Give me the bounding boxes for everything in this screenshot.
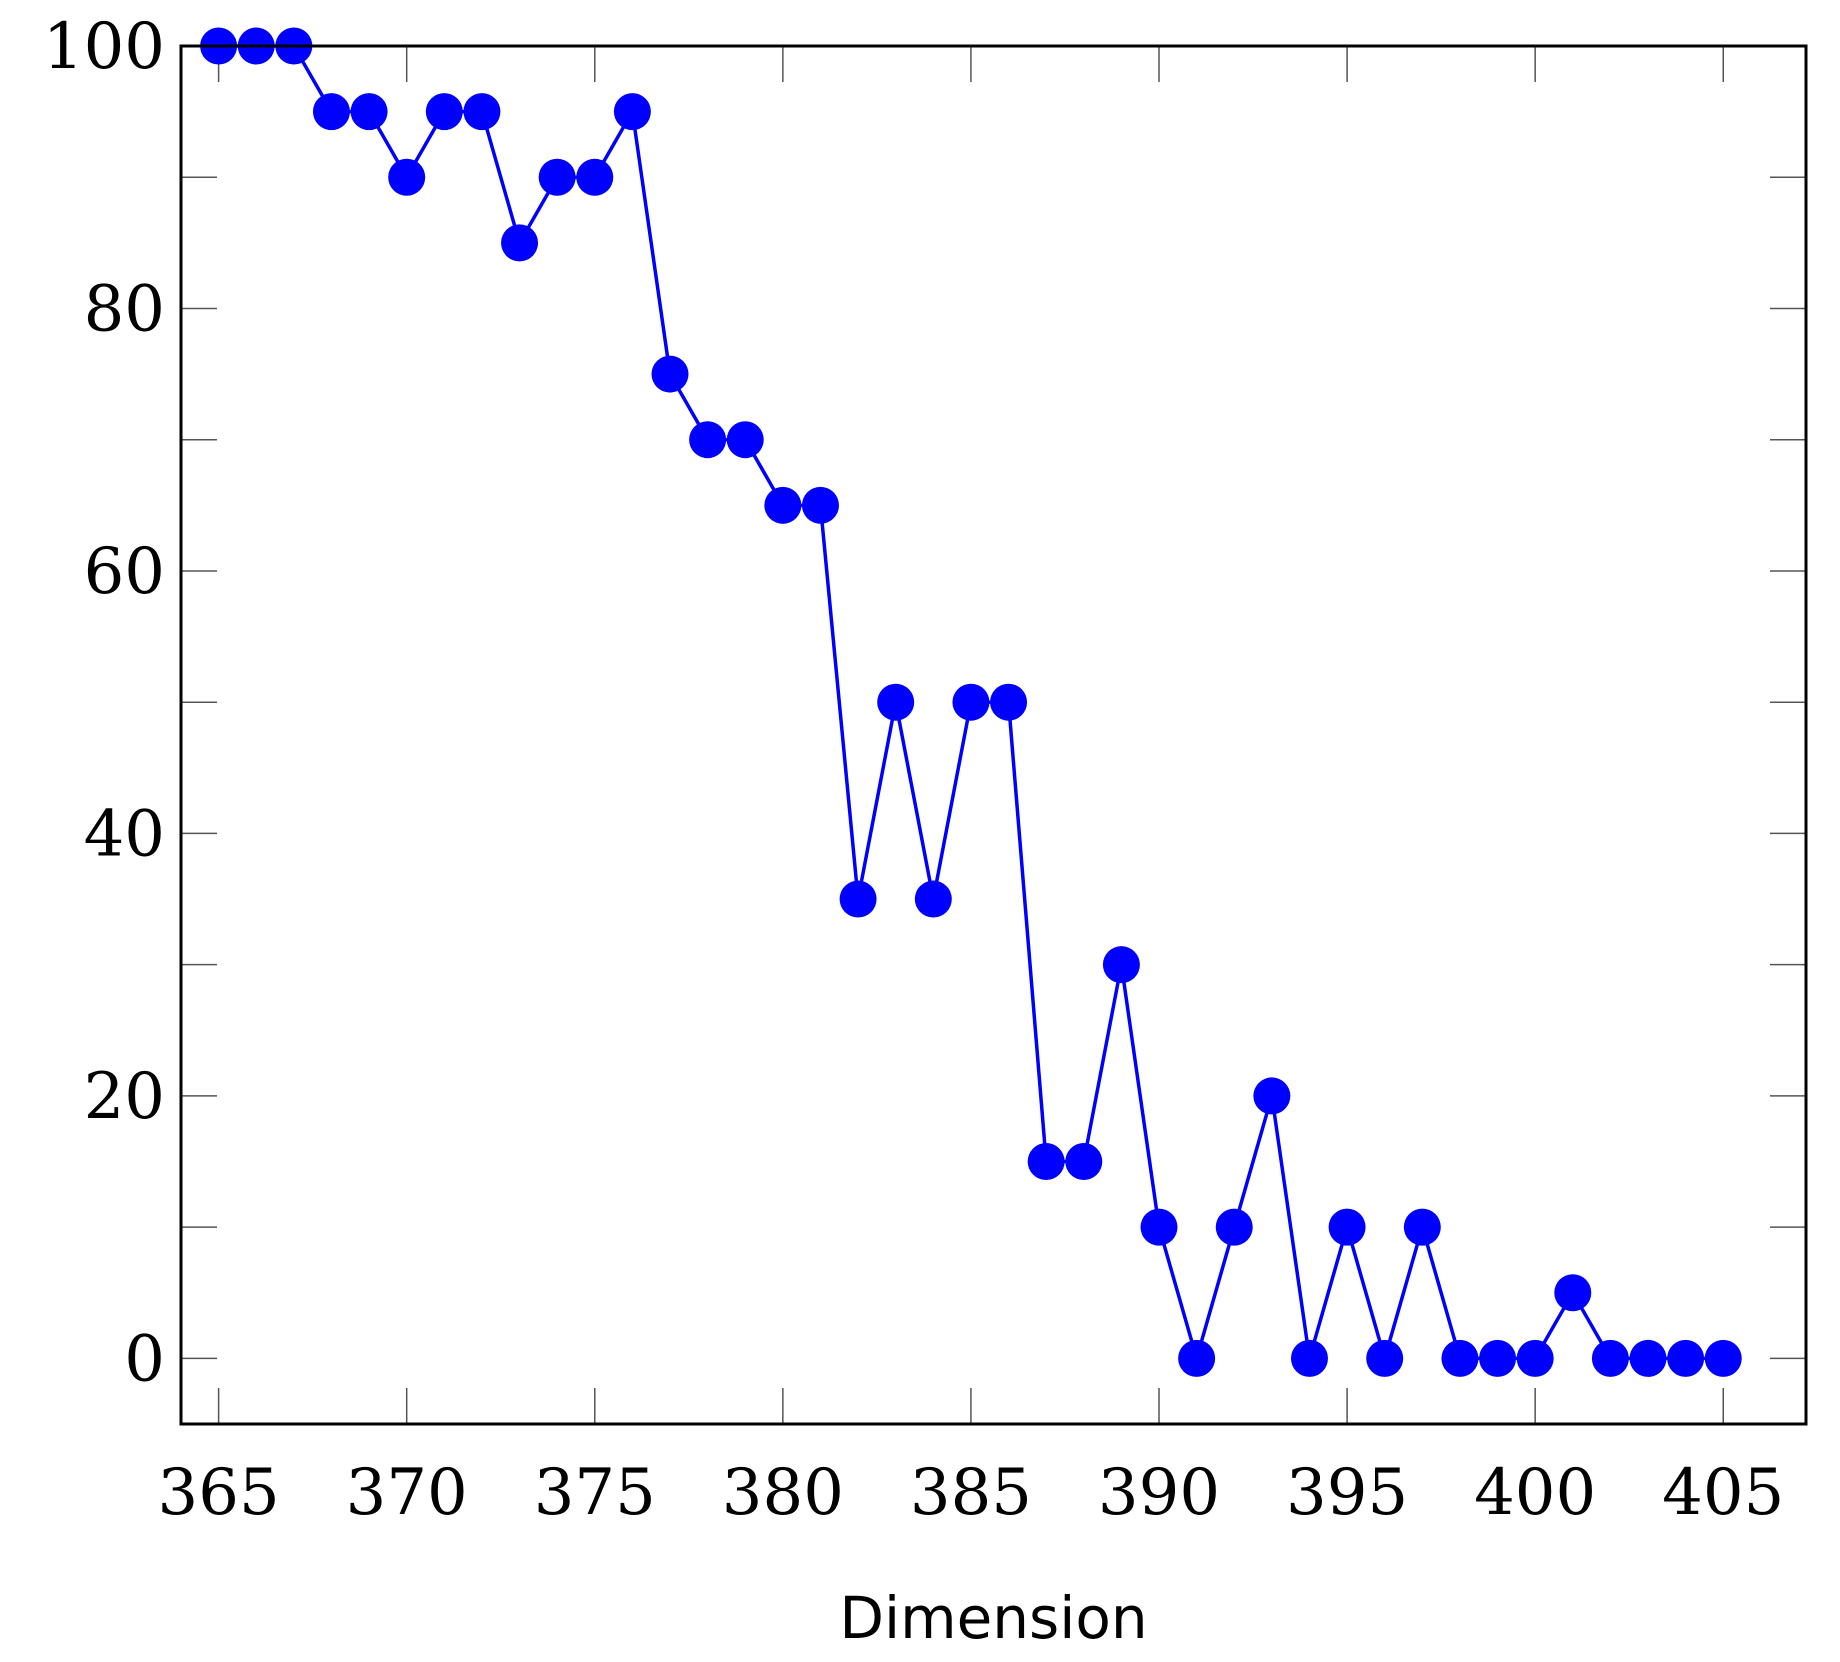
x-tick-label: 370: [346, 1456, 468, 1530]
x-tick-label: 365: [158, 1456, 280, 1530]
data-point: [501, 224, 539, 262]
data-point: [1102, 946, 1140, 984]
y-tick-label: 0: [124, 1322, 165, 1396]
y-tick-label: 20: [84, 1060, 165, 1134]
data-point: [952, 683, 990, 721]
data-point: [1178, 1339, 1216, 1377]
data-point: [1366, 1339, 1404, 1377]
data-point: [576, 158, 614, 196]
y-tick-label: 40: [84, 797, 165, 871]
data-point: [463, 93, 501, 131]
x-tick-label: 405: [1662, 1456, 1784, 1530]
data-point: [1479, 1339, 1517, 1377]
data-point: [1403, 1208, 1441, 1246]
data-point: [914, 880, 952, 918]
x-axis-title: Dimension: [839, 1584, 1147, 1652]
data-point: [425, 93, 463, 131]
x-tick-label: 375: [534, 1456, 656, 1530]
data-point: [1554, 1274, 1592, 1312]
data-point: [801, 486, 839, 524]
x-tick-label: 395: [1286, 1456, 1408, 1530]
data-point: [1704, 1339, 1742, 1377]
data-point: [350, 93, 388, 131]
data-point: [1253, 1077, 1291, 1115]
data-point: [1027, 1143, 1065, 1181]
data-point: [613, 93, 651, 131]
y-tick-label: 80: [84, 272, 165, 346]
data-point: [689, 421, 727, 459]
data-point: [1441, 1339, 1479, 1377]
series-layer: [200, 27, 1742, 1377]
data-point: [1328, 1208, 1366, 1246]
data-point: [839, 880, 877, 918]
tick-labels: 365 370 375 380 385 390 395 400 405 0 20 40 60 80 100: [43, 10, 1784, 1530]
data-point: [1629, 1339, 1667, 1377]
data-point: [538, 158, 576, 196]
data-point: [1140, 1208, 1178, 1246]
data-point: [651, 355, 689, 393]
data-point: [1065, 1143, 1103, 1181]
plot-frame: [179, 44, 1808, 1426]
data-point: [877, 683, 915, 721]
data-point: [990, 683, 1028, 721]
tick-marks: [181, 45, 1806, 1424]
x-tick-label: 380: [722, 1456, 844, 1530]
data-point: [764, 486, 802, 524]
data-point: [1290, 1339, 1328, 1377]
data-point: [1516, 1339, 1554, 1377]
data-point: [312, 93, 350, 131]
y-tick-label: 100: [43, 10, 165, 84]
data-point: [1591, 1339, 1629, 1377]
data-point: [1215, 1208, 1253, 1246]
data-point: [388, 158, 426, 196]
data-point: [726, 421, 764, 459]
y-tick-label: 60: [84, 535, 165, 609]
data-point: [1667, 1339, 1705, 1377]
x-tick-label: 400: [1474, 1456, 1596, 1530]
x-tick-label: 385: [910, 1456, 1032, 1530]
x-tick-label: 390: [1098, 1456, 1220, 1530]
